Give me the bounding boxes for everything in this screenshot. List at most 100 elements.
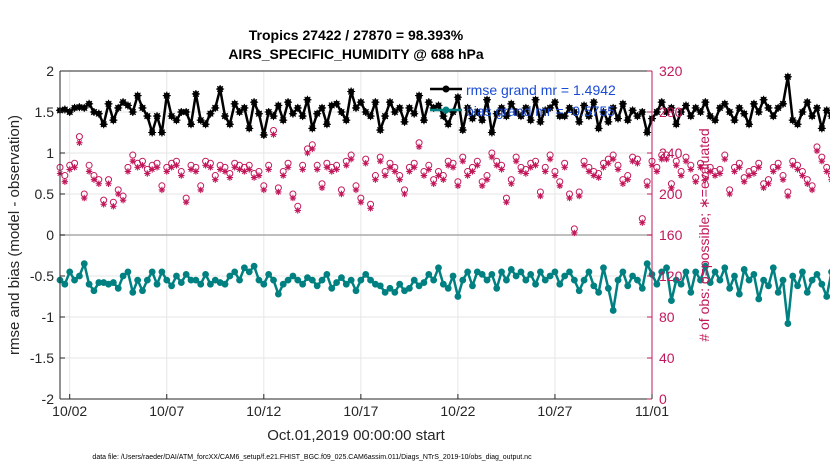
rmse-point-star [395, 103, 404, 112]
bias-point [391, 289, 399, 296]
bias-point [600, 264, 607, 272]
bias-point [570, 276, 578, 284]
bias-point [769, 264, 777, 272]
chart-subtitle: AIRS_SPECIFIC_HUMIDITY @ 688 hPa [228, 46, 484, 62]
obs-evaluated-point [488, 153, 496, 161]
bias-point [522, 276, 530, 284]
rmse-point-star [75, 103, 84, 112]
rmse-point-star [701, 98, 710, 107]
obs-evaluated-point [585, 168, 593, 175]
obs-evaluated-point [765, 180, 772, 187]
bias-point [333, 279, 340, 286]
obs-evaluated-point [313, 166, 321, 173]
bias-point [735, 290, 743, 298]
bias-point [682, 268, 690, 276]
obs-evaluated-point [629, 158, 636, 165]
obs-evaluated-point [241, 168, 248, 175]
rmse-point-star [337, 108, 346, 116]
rmse-point-star [99, 120, 108, 129]
obs-evaluated-point [372, 176, 379, 183]
bias-point [124, 268, 132, 276]
obs-evaluated-point [731, 168, 738, 175]
bias-point [274, 290, 282, 298]
obs-evaluated-point [716, 170, 724, 177]
obs-evaluated-point [774, 164, 782, 171]
rmse-point-star [70, 103, 79, 112]
rmse-point-star [628, 106, 637, 115]
bias-point [139, 287, 146, 295]
obs-evaluated-point [347, 155, 355, 163]
rmse-point-star [104, 99, 113, 108]
rmse-point-star [254, 109, 263, 118]
bias-point [711, 268, 719, 276]
x-ticks: 10/02 10/07 10/12 10/17 10/22 10/27 11/01 [52, 394, 669, 419]
y-ticks: -2 -1.5 -1 -0.5 0 0.5 1 1.5 2 [30, 63, 65, 407]
bias-point [638, 284, 646, 292]
data-file-footnote: data file: /Users/raeder/DAI/ATM_forcXX/… [92, 454, 532, 461]
obs-evaluated-point [178, 172, 185, 179]
bias-point [449, 272, 457, 280]
rmse-point-star [177, 108, 186, 116]
bias-point [503, 276, 510, 284]
obs-evaluated-point [148, 166, 156, 173]
bias-point [726, 284, 734, 292]
rmse-point-star [662, 108, 671, 116]
rmse-point-star [812, 103, 821, 112]
rmse-point-star [240, 103, 249, 112]
rmse-point-star [745, 120, 754, 129]
obs-evaluated-point [231, 164, 238, 171]
x-tick-label: 11/01 [635, 403, 669, 419]
obs-evaluated-point [566, 194, 573, 202]
obs-evaluated-point [153, 164, 161, 171]
obs-evaluated-point [105, 180, 112, 187]
y-tick-label: -0.5 [30, 268, 54, 284]
rmse-point-star [546, 103, 555, 112]
rmse-point-star [191, 89, 200, 98]
x-tick-label: 10/17 [343, 403, 378, 419]
rmse-point-star [216, 85, 225, 94]
bias-point [119, 272, 127, 280]
y-right-tick-label: 0 [659, 391, 667, 407]
obs-evaluated-point [440, 176, 447, 183]
rmse-point-star [206, 109, 215, 118]
bias-point [338, 274, 345, 282]
bias-point [765, 282, 772, 290]
bias-point [794, 282, 801, 290]
obs-evaluated-point [328, 168, 335, 175]
rmse-point-star [235, 108, 244, 116]
bias-point [207, 280, 214, 288]
rmse-point-star [313, 109, 322, 118]
rmse-point-star [318, 103, 327, 112]
series-rmse [56, 72, 830, 139]
obs-evaluated-point [697, 164, 704, 171]
obs-evaluated-point [81, 194, 88, 202]
obs-evaluated-point [144, 170, 151, 177]
obs-evaluated-point [576, 192, 583, 200]
obs-evaluated-point [367, 205, 374, 212]
obs-evaluated-point [134, 164, 141, 171]
rmse-point-star [89, 108, 98, 116]
obs-evaluated-point [226, 174, 234, 181]
rmse-point-star [754, 108, 763, 116]
obs-evaluated-point [784, 192, 792, 200]
bias-point [90, 287, 98, 295]
rmse-point-star [711, 116, 720, 125]
y-axis-label: rmse and bias (model - observation) [6, 115, 23, 355]
rmse-point-star [230, 99, 239, 108]
bias-point [61, 280, 69, 288]
bias-point [731, 272, 738, 280]
bias-point [512, 272, 520, 280]
rmse-point-star [153, 112, 162, 121]
rmse-point-star [473, 108, 482, 116]
obs-evaluated-point [600, 164, 607, 171]
bias-point [85, 280, 93, 288]
bias-point [493, 284, 501, 292]
rmse-point-star [65, 108, 74, 116]
bias-point [619, 268, 627, 276]
rmse-point-star [172, 116, 181, 125]
obs-evaluated-point [119, 196, 127, 204]
rmse-point-star [536, 117, 545, 126]
obs-evaluated-point [124, 168, 132, 175]
obs-evaluated-point [216, 166, 224, 173]
